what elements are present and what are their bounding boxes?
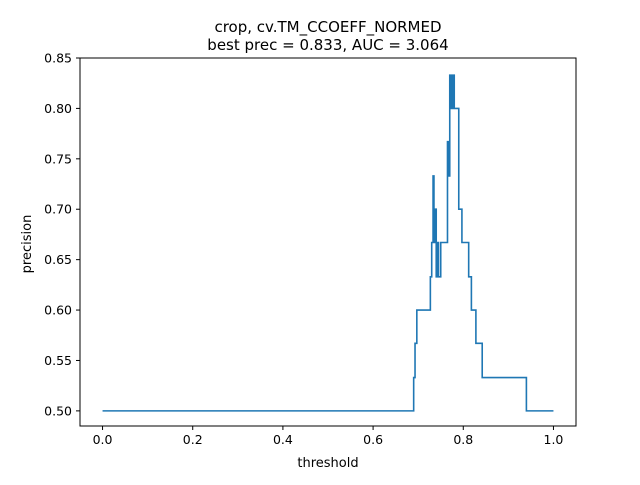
x-tick-label: 0.2	[183, 432, 203, 447]
y-axis: 0.50 0.55 0.60 0.65 0.70 0.75 0.80 0.85	[44, 51, 80, 418]
axes-frame	[79, 57, 577, 427]
x-axis: 0.0 0.2 0.4 0.6 0.8 1.0	[93, 426, 564, 447]
y-tick-label: 0.85	[44, 51, 72, 66]
x-tick-label: 0.6	[363, 432, 383, 447]
y-tick-label: 0.50	[44, 403, 72, 418]
x-tick-label: 0.8	[453, 432, 473, 447]
x-tick-label: 0.0	[93, 432, 113, 447]
series-line-0	[102, 74, 554, 412]
y-tick-label: 0.55	[44, 353, 72, 368]
chart-subtitle: best prec = 0.833, AUC = 3.064	[207, 36, 448, 54]
x-tick-label: 1.0	[544, 432, 564, 447]
y-tick-label: 0.80	[44, 101, 72, 116]
y-tick-label: 0.75	[44, 151, 72, 166]
y-axis-label: precision	[20, 215, 35, 274]
y-tick-label: 0.70	[44, 202, 72, 217]
x-axis-label: threshold	[297, 456, 358, 471]
chart-title: crop, cv.TM_CCOEFF_NORMED	[214, 18, 441, 37]
y-tick-label: 0.65	[44, 252, 72, 267]
y-tick-label: 0.60	[44, 303, 72, 318]
plot-area	[79, 57, 577, 427]
x-tick-label: 0.4	[273, 432, 293, 447]
